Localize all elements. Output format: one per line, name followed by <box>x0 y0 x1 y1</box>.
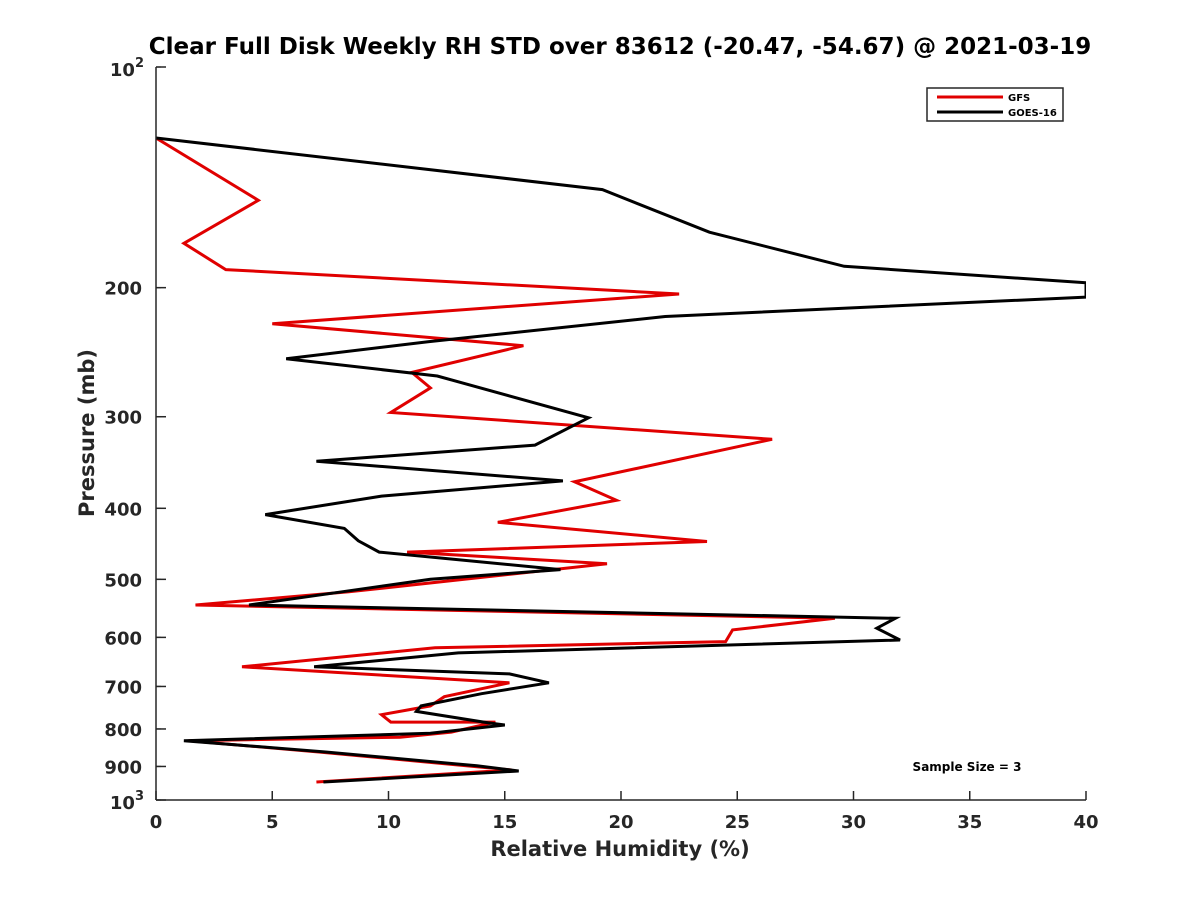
sample-size-annotation: Sample Size = 3 <box>913 760 1022 774</box>
y-tick-label: 400 <box>104 499 142 520</box>
legend-label: GOES-16 <box>1008 108 1057 119</box>
x-tick-label: 30 <box>841 812 866 833</box>
x-tick-label: 0 <box>150 812 163 833</box>
x-tick-label: 20 <box>608 812 633 833</box>
plot-area: 0 5 10 15 20 25 30 35 40 102 200 300 400 500 600 700 800… <box>104 56 1098 833</box>
x-tick-label: 25 <box>725 812 750 833</box>
y-tick-label: 102 <box>110 56 144 81</box>
y-tick-label: 800 <box>104 720 142 741</box>
y-tick-label: 103 <box>110 789 144 814</box>
series-line-goes-16 <box>156 136 1086 784</box>
y-tick-label: 600 <box>104 628 142 649</box>
y-tick-label: 200 <box>104 279 142 300</box>
x-tick-label: 40 <box>1073 812 1098 833</box>
x-tick-label: 10 <box>376 812 401 833</box>
x-tick-label: 35 <box>957 812 982 833</box>
x-tick-label: 5 <box>266 812 279 833</box>
y-axis-label: Pressure (mb) <box>75 349 99 517</box>
y-tick-label: 300 <box>104 408 142 429</box>
x-tick-label: 15 <box>492 812 517 833</box>
legend-label: GFS <box>1008 93 1030 104</box>
y-tick-label: 500 <box>104 570 142 591</box>
chart-title: Clear Full Disk Weekly RH STD over 83612… <box>149 34 1091 60</box>
y-tick-label: 700 <box>104 677 142 698</box>
legend-box <box>926 87 1064 122</box>
x-axis-label: Relative Humidity (%) <box>490 837 749 861</box>
y-tick-label: 900 <box>104 757 142 778</box>
